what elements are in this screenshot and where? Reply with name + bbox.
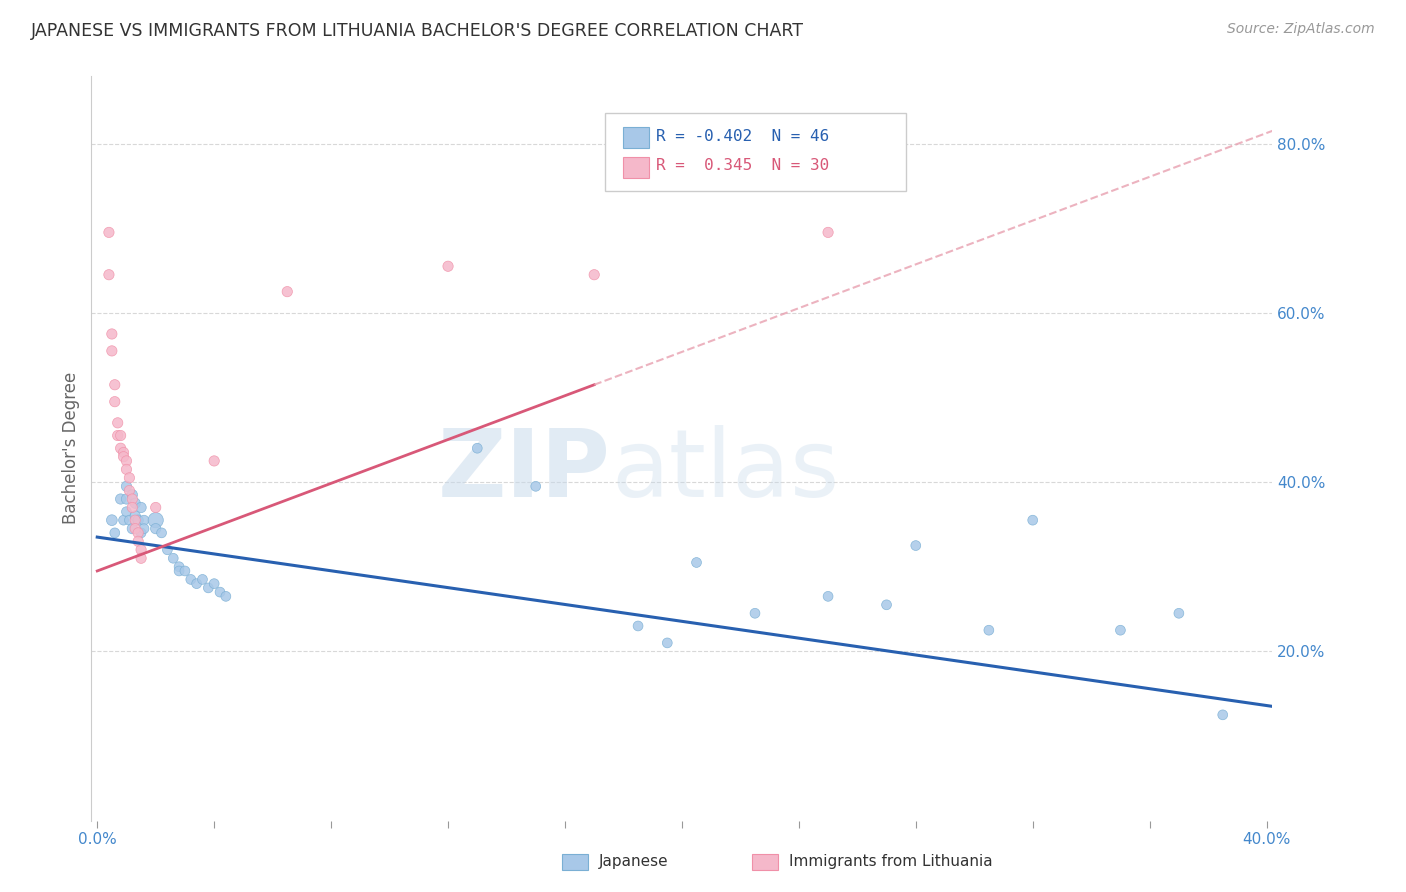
Point <box>115 505 138 519</box>
Point <box>118 513 141 527</box>
Text: Source: ZipAtlas.com: Source: ZipAtlas.com <box>1227 22 1375 37</box>
Point <box>197 581 219 595</box>
Point <box>167 564 190 578</box>
Point <box>121 491 143 506</box>
Point <box>685 556 707 570</box>
Point <box>191 573 214 587</box>
Point <box>112 445 135 459</box>
Point <box>129 551 152 566</box>
Point <box>127 525 149 540</box>
Text: R = -0.402  N = 46: R = -0.402 N = 46 <box>657 128 830 144</box>
Point <box>127 534 149 549</box>
Point <box>145 513 167 527</box>
Point <box>115 479 138 493</box>
Point <box>121 488 143 502</box>
Point <box>115 491 138 506</box>
Text: JAPANESE VS IMMIGRANTS FROM LITHUANIA BACHELOR'S DEGREE CORRELATION CHART: JAPANESE VS IMMIGRANTS FROM LITHUANIA BA… <box>31 22 804 40</box>
Point <box>145 522 167 536</box>
Point <box>150 525 173 540</box>
Point <box>110 428 132 442</box>
Point <box>121 500 143 515</box>
Point <box>127 513 149 527</box>
Point <box>162 551 184 566</box>
Point <box>118 483 141 498</box>
Point <box>115 462 138 476</box>
Point <box>129 542 152 557</box>
Point <box>118 471 141 485</box>
Point <box>174 564 197 578</box>
Text: R =  0.345  N = 30: R = 0.345 N = 30 <box>657 159 830 173</box>
Point <box>583 268 606 282</box>
Point <box>180 573 202 587</box>
Point <box>132 522 155 536</box>
Point <box>97 226 120 240</box>
Point <box>115 454 138 468</box>
Point <box>124 513 146 527</box>
Point <box>202 576 225 591</box>
Point <box>167 559 190 574</box>
Point <box>437 259 460 273</box>
Point <box>465 442 488 455</box>
Point <box>124 496 146 510</box>
Point <box>977 624 1000 638</box>
Point <box>876 598 898 612</box>
Point <box>817 590 839 604</box>
Point <box>202 454 225 468</box>
Point <box>104 525 127 540</box>
Point <box>524 479 547 493</box>
Point <box>107 416 129 430</box>
Point <box>101 513 124 527</box>
Point <box>1212 707 1234 722</box>
Point <box>657 636 679 650</box>
Bar <box>623 157 648 178</box>
Bar <box>623 128 648 148</box>
Point <box>129 525 152 540</box>
FancyBboxPatch shape <box>605 113 907 191</box>
Point <box>124 508 146 523</box>
Point <box>112 450 135 464</box>
Point <box>145 500 167 515</box>
Point <box>627 619 650 633</box>
Text: ZIP: ZIP <box>439 425 612 516</box>
Point <box>101 326 124 341</box>
Point <box>156 542 179 557</box>
Point <box>110 491 132 506</box>
Point <box>121 522 143 536</box>
Y-axis label: Bachelor's Degree: Bachelor's Degree <box>62 372 80 524</box>
Point <box>276 285 298 299</box>
Point <box>97 268 120 282</box>
Point <box>129 500 152 515</box>
Point <box>110 442 132 455</box>
Point <box>817 226 839 240</box>
Text: Immigrants from Lithuania: Immigrants from Lithuania <box>789 855 993 869</box>
Point <box>124 522 146 536</box>
Point <box>744 607 766 621</box>
Text: atlas: atlas <box>612 425 839 516</box>
Text: Japanese: Japanese <box>599 855 669 869</box>
Point <box>132 513 155 527</box>
Point <box>215 590 238 604</box>
Point <box>904 539 927 553</box>
Point <box>208 585 231 599</box>
Point <box>1022 513 1045 527</box>
Point <box>107 428 129 442</box>
Point <box>104 377 127 392</box>
Point <box>112 513 135 527</box>
Point <box>1167 607 1189 621</box>
Point <box>1109 624 1132 638</box>
Point <box>104 394 127 409</box>
Point <box>186 576 208 591</box>
Point <box>101 343 124 358</box>
